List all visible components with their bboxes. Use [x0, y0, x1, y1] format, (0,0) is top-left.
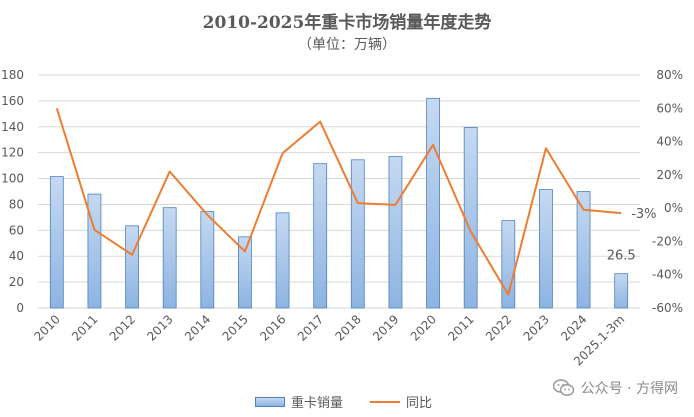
data-label: 26.5 [607, 249, 636, 264]
x-tick-label: 2011 [69, 312, 100, 343]
bar-sales-2015 [238, 236, 252, 309]
y-right-tick-label: -60% [652, 301, 683, 315]
bar-sales-2010 [49, 176, 64, 309]
y-left-tick-label: 140 [1, 120, 24, 134]
x-tick-label: 2018 [332, 312, 363, 343]
legend-item-yoy: 同比 [370, 392, 432, 411]
bar-sales-2011 [463, 127, 478, 309]
wechat-icon [552, 379, 575, 397]
x-tick-label: 2014 [182, 312, 213, 343]
line-yoy [55, 107, 622, 296]
x-tick-label: 2015 [220, 312, 251, 343]
y-right-tick-label: 20% [656, 168, 683, 182]
bar-sales-2011 [87, 193, 102, 309]
x-tick-label: 2011 [445, 312, 476, 343]
bar-sales-2019 [388, 156, 403, 309]
y-right-tick-label: 0% [664, 201, 683, 215]
y-right-tick-label: 80% [656, 68, 683, 82]
legend-item-sales: 重卡销量 [255, 392, 343, 411]
bar-sales-2013 [162, 207, 177, 309]
y-left-tick-label: 180 [1, 68, 24, 82]
watermark-text: 公众号 · 方得网 [580, 381, 678, 397]
data-label: -3% [631, 207, 656, 222]
y-left-tick-label: 0 [16, 301, 24, 315]
bar-sales-2025.1-3m [614, 273, 629, 309]
legend-label-yoy: 同比 [406, 396, 433, 411]
x-tick-label: 2022 [483, 312, 514, 343]
x-tick-label: 2016 [257, 312, 288, 343]
y-right-tick-label: -20% [652, 234, 683, 248]
watermark: 公众号 · 方得网 [552, 378, 678, 398]
y-left-tick-label: 160 [1, 94, 24, 108]
legend-swatch-line [370, 400, 400, 403]
chart-subtitle: （单位：万辆） [298, 37, 396, 53]
y-right-tick-label: 40% [656, 135, 683, 149]
y-right-tick-label: -40% [652, 268, 683, 282]
x-tick-label: 2019 [370, 312, 401, 343]
x-tick-label: 2017 [295, 312, 326, 343]
bar-sales-2022 [501, 220, 516, 309]
bar-sales-2014 [200, 211, 215, 309]
x-tick-label: 2010 [31, 312, 62, 343]
bar-sales-2018 [350, 159, 365, 309]
y-left-tick-label: 80 [9, 197, 24, 211]
y-left-tick-label: 40 [9, 249, 24, 263]
chart-legend: 重卡销量 同比 [0, 392, 694, 412]
y-left-tick-label: 60 [9, 223, 24, 237]
y-left-tick-label: 100 [1, 172, 24, 186]
y-left-tick-label: 120 [1, 146, 24, 160]
x-tick-label: 2013 [144, 312, 175, 343]
bar-sales-2016 [275, 212, 290, 309]
bar-sales-2024 [576, 191, 591, 309]
legend-label-sales: 重卡销量 [291, 396, 344, 411]
bar-sales-2023 [539, 189, 553, 309]
x-tick-label: 2012 [107, 312, 138, 343]
legend-swatch-bar [255, 396, 285, 407]
x-tick-label: 2020 [408, 312, 439, 343]
bar-sales-2017 [313, 163, 328, 309]
bar-sales-2020 [426, 97, 440, 309]
chart-title: 2010-2025年重卡市场销量年度走势 [202, 13, 492, 33]
y-left-tick-label: 20 [9, 275, 24, 289]
bar-sales-2012 [125, 225, 139, 309]
x-tick-label: 2023 [521, 312, 552, 343]
x-tick-label: 2024 [558, 312, 589, 343]
y-right-tick-label: 60% [656, 101, 683, 115]
